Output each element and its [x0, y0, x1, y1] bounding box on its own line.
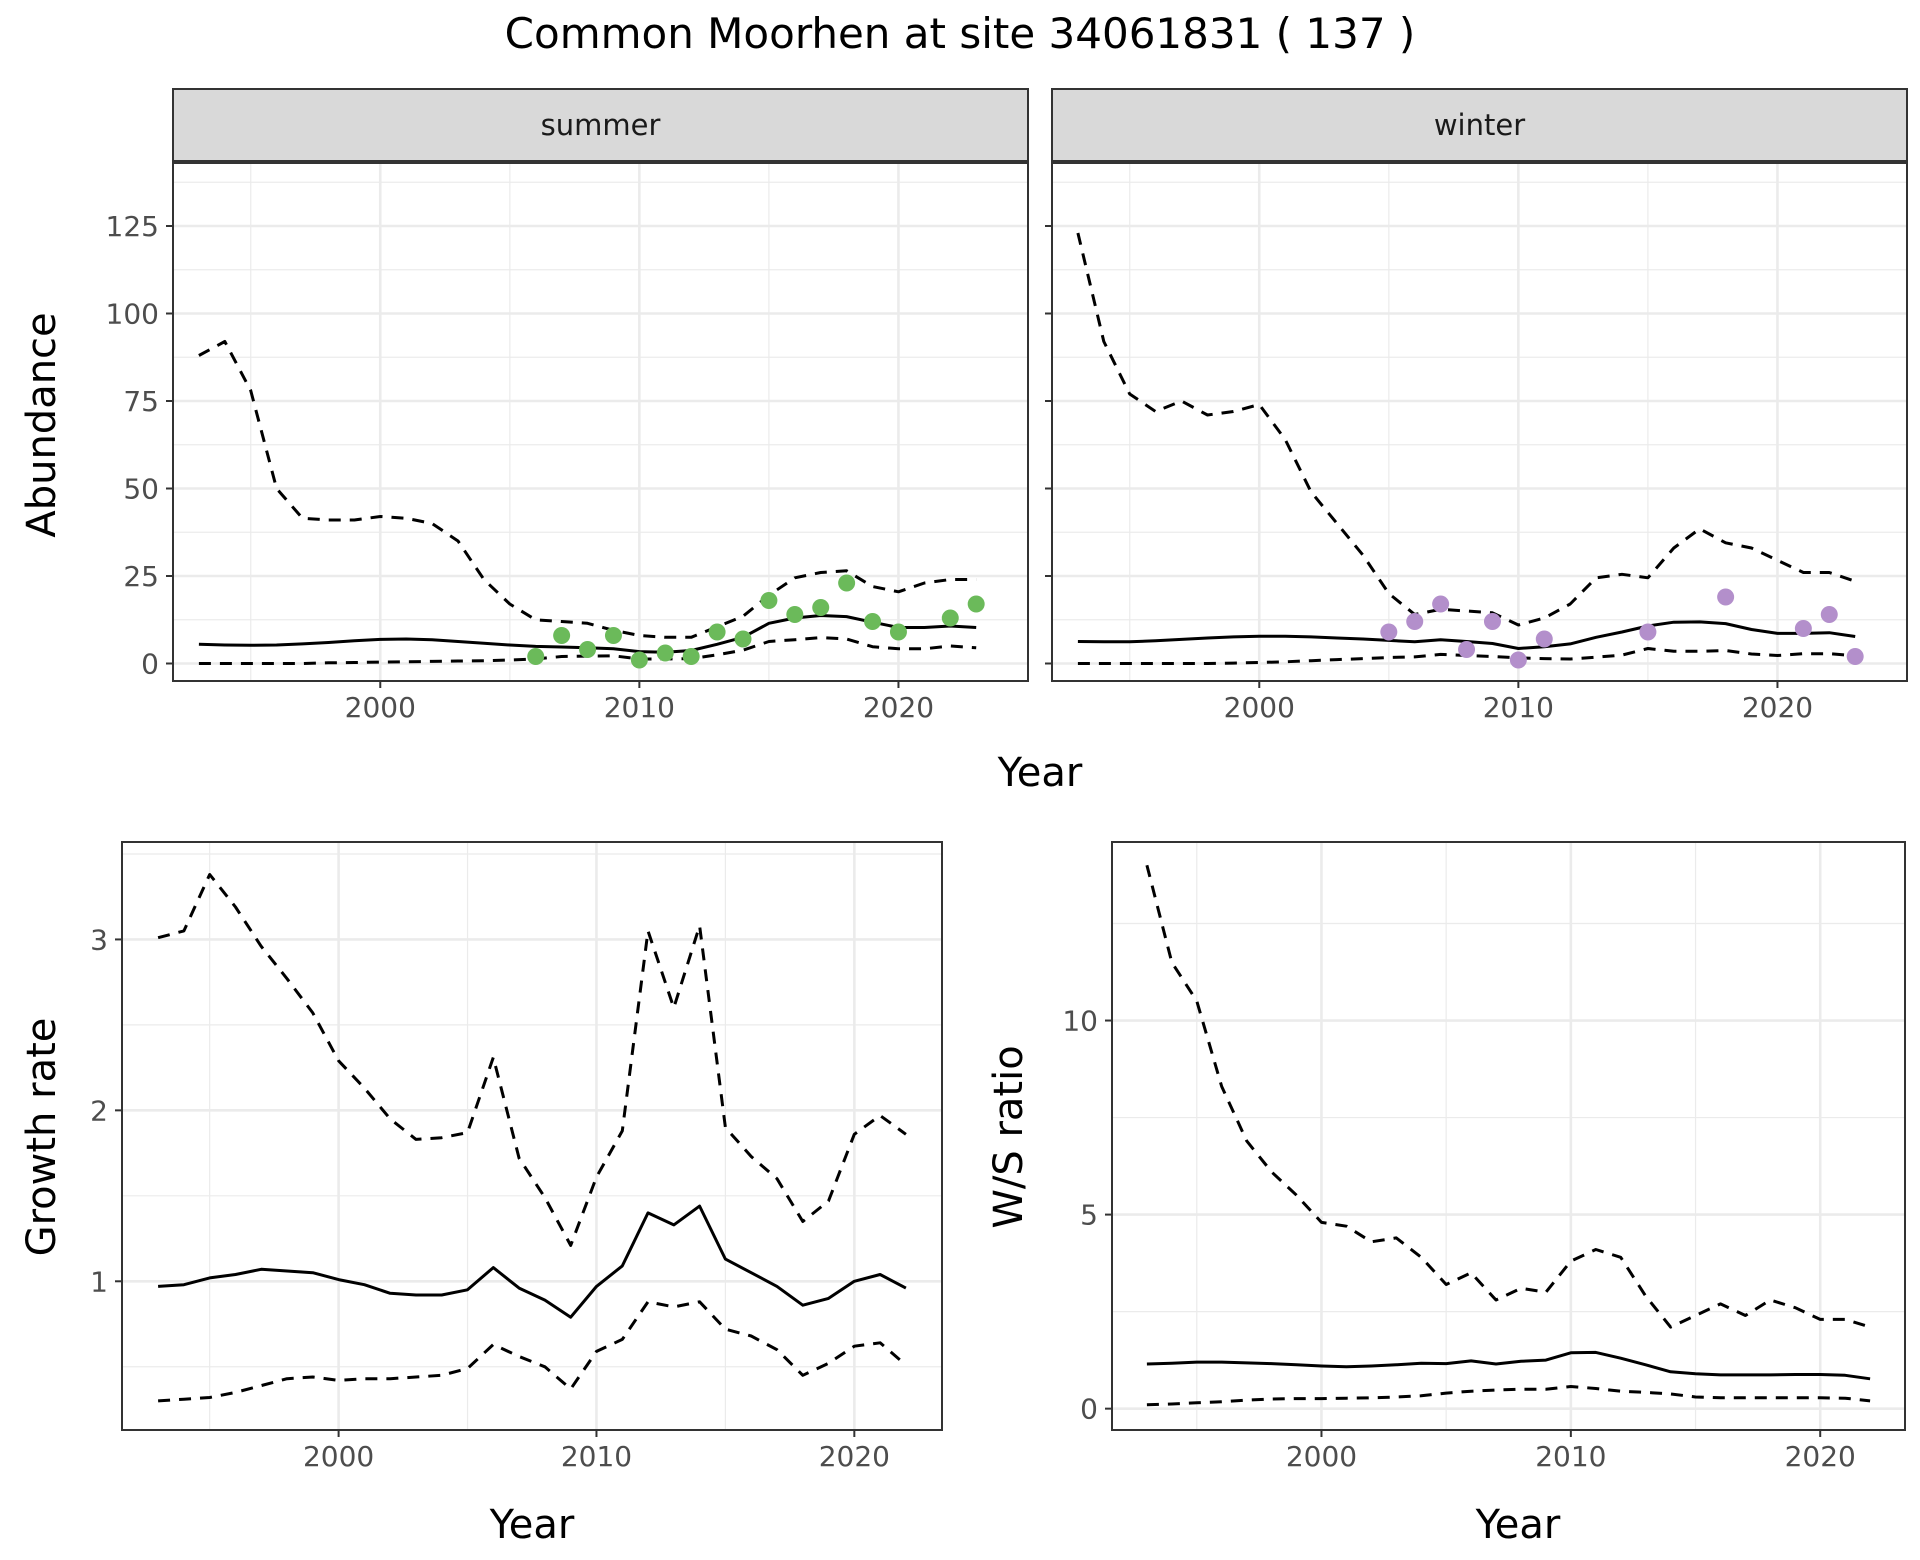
winter-observation-point — [1846, 648, 1864, 665]
ws-ratio-plot-background — [1112, 842, 1905, 1430]
summer-observation-point — [553, 627, 571, 644]
summer-panel: summer 2000 2010 2020 0 25 50 75 100 125 — [106, 88, 1029, 724]
summer-y-tick-label: 100 — [106, 298, 159, 331]
growth-rate-lower-bound-line — [158, 1300, 907, 1403]
winter-observation-point — [1458, 641, 1476, 658]
ws-ratio-y-axis-title: W/S ratio — [986, 1045, 1032, 1228]
ws-ratio-upper-bound-line — [1145, 864, 1871, 1329]
summer-x-tick-label: 2010 — [604, 691, 675, 724]
summer-observation-point — [708, 623, 726, 641]
winter-observation-point — [1483, 613, 1501, 630]
summer-x-tick-label: 2000 — [345, 691, 416, 724]
summer-y-tick-label: 125 — [106, 210, 159, 243]
chart-title: Common Moorhen at site 34061831 ( 137 ) — [505, 9, 1416, 58]
winter-x-tick-label: 2000 — [1224, 691, 1295, 724]
winter-strip-label: winter — [1434, 108, 1525, 142]
winter-panel-border — [1051, 162, 1908, 682]
ws-ratio-y-tick-label: 10 — [1062, 1005, 1098, 1038]
summer-strip — [172, 88, 1029, 162]
winter-strip — [1051, 88, 1908, 162]
ws-ratio-y-tick-label: 0 — [1080, 1393, 1098, 1426]
winter-observation-point — [1535, 630, 1553, 648]
summer-x-tick-label: 2020 — [863, 691, 934, 724]
summer-observation-point — [760, 592, 778, 609]
summer-plot-area: 2000 2010 2020 0 25 50 75 100 125 — [106, 162, 1029, 724]
winter-observation-point — [1820, 606, 1838, 623]
winter-observation-point — [1794, 620, 1812, 637]
growth-rate-upper-bound-line — [157, 873, 907, 1247]
growth-rate-x-tick-label: 2020 — [819, 1440, 890, 1473]
summer-observation-point — [889, 623, 907, 641]
summer-observation-point — [864, 613, 882, 630]
summer-observation-point — [967, 595, 985, 613]
ws-ratio-x-tick-label: 2010 — [1535, 1440, 1606, 1473]
summer-observation-point — [682, 648, 700, 665]
abundance-y-axis-title: Abundance — [19, 312, 65, 537]
growth-rate-y-axis-title: Growth rate — [19, 1018, 65, 1257]
growth-rate-plot-area: 2000 2010 2020 1 2 3 — [90, 841, 943, 1473]
ws-ratio-plot-area: 2000 2010 2020 0 5 10 — [1062, 841, 1906, 1473]
summer-upper-bound-line — [198, 340, 977, 639]
ws-ratio-x-axis-title: Year — [1475, 1502, 1561, 1548]
winter-observation-point — [1380, 623, 1398, 641]
summer-y-tick-label: 25 — [123, 560, 159, 593]
growth-rate-x-tick-label: 2010 — [561, 1440, 632, 1473]
summer-observation-point — [656, 644, 674, 662]
summer-y-tick-label: 75 — [123, 385, 159, 418]
summer-observation-point — [786, 606, 804, 623]
summer-observation-point — [734, 630, 752, 648]
summer-panel-border — [172, 162, 1029, 682]
winter-observation-point — [1639, 623, 1657, 641]
winter-observation-point — [1432, 595, 1450, 613]
growth-rate-panel: 2000 2010 2020 1 2 3 — [90, 841, 943, 1473]
winter-panel: winter 2000 2010 2020 — [1045, 88, 1908, 724]
summer-plot-background — [173, 163, 1028, 681]
summer-observation-point — [838, 574, 856, 592]
growth-rate-plot-background — [122, 842, 942, 1430]
summer-y-tick-label: 0 — [141, 648, 159, 681]
growth-rate-y-tick-label: 1 — [90, 1265, 108, 1298]
ws-ratio-estimate-line — [1146, 1350, 1871, 1381]
growth-rate-y-tick-label: 2 — [90, 1094, 108, 1127]
summer-observation-point — [579, 641, 597, 658]
winter-observation-point — [1509, 651, 1527, 669]
growth-rate-panel-border — [121, 841, 943, 1431]
summer-observation-point — [604, 627, 622, 644]
winter-x-tick-label: 2010 — [1483, 691, 1554, 724]
growth-rate-x-axis-title: Year — [489, 1502, 575, 1548]
summer-strip-label: summer — [541, 108, 661, 142]
winter-plot-background — [1052, 163, 1907, 681]
winter-observation-point — [1717, 588, 1735, 606]
ws-ratio-lower-bound-line — [1146, 1385, 1871, 1407]
ws-ratio-y-tick-label: 5 — [1080, 1199, 1098, 1232]
ws-ratio-panel-border — [1111, 841, 1906, 1431]
summer-observation-point — [812, 599, 830, 616]
winter-upper-bound-line — [1076, 232, 1856, 627]
winter-x-tick-label: 2020 — [1742, 691, 1813, 724]
summer-observation-point — [527, 648, 545, 665]
summer-y-tick-label: 50 — [123, 473, 159, 506]
ws-ratio-x-tick-label: 2020 — [1785, 1440, 1856, 1473]
winter-plot-area: 2000 2010 2020 — [1045, 162, 1908, 724]
ws-ratio-x-tick-label: 2000 — [1286, 1440, 1357, 1473]
growth-rate-y-tick-label: 3 — [90, 923, 108, 956]
winter-observation-point — [1406, 613, 1424, 630]
summer-observation-point — [630, 651, 648, 669]
top-x-axis-title: Year — [997, 750, 1083, 796]
growth-rate-estimate-line — [158, 1204, 907, 1319]
summer-observation-point — [941, 609, 959, 627]
ws-ratio-panel: 2000 2010 2020 0 5 10 — [1062, 841, 1906, 1473]
growth-rate-x-tick-label: 2000 — [303, 1440, 374, 1473]
